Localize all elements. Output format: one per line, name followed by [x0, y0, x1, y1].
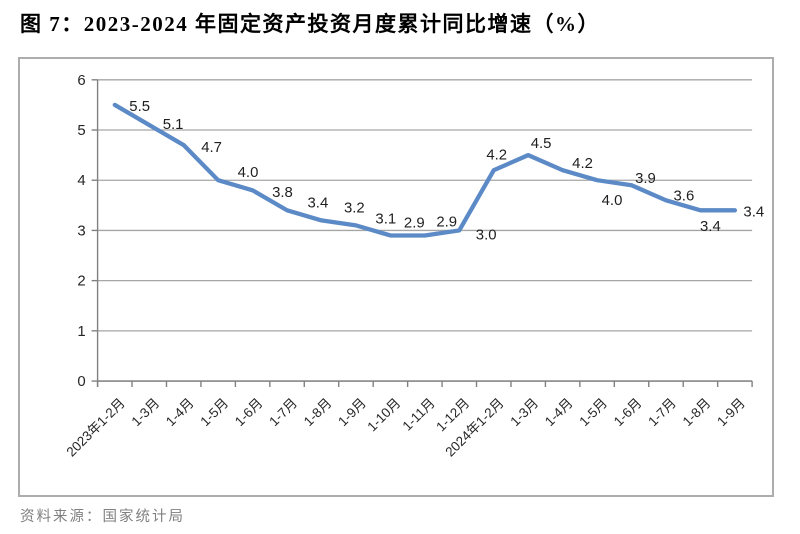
data-label: 3.0: [476, 227, 497, 243]
data-label: 2.9: [436, 215, 457, 231]
data-label: 2.9: [404, 216, 425, 232]
data-label: 3.6: [674, 188, 695, 204]
data-label: 3.4: [308, 195, 329, 211]
data-label: 4.0: [238, 165, 259, 181]
data-label: 3.2: [344, 200, 365, 216]
y-tick-label: 1: [77, 324, 85, 340]
data-label: 3.9: [635, 171, 656, 187]
x-category-label: 1-4月: [542, 395, 576, 429]
x-category-label: 1-5月: [197, 395, 231, 429]
data-label: 4.0: [602, 193, 623, 209]
x-category-label: 1-11月: [400, 395, 438, 433]
source-note: 资料来源：国家统计局: [20, 509, 185, 525]
x-category-label: 2023年1-2月: [63, 395, 127, 459]
y-tick-label: 4: [77, 173, 85, 189]
x-category-label: 1-10月: [364, 395, 403, 434]
data-label: 4.2: [572, 156, 593, 172]
series-line: [112, 102, 738, 238]
data-label: 4.7: [201, 140, 222, 156]
data-label: 5.1: [163, 117, 184, 133]
page-title: 图 7：2023-2024 年固定资产投资月度累计同比增速（%）: [20, 12, 600, 36]
y-tick-label: 0: [77, 374, 85, 390]
y-tick-label: 3: [77, 223, 85, 239]
x-category-label: 1-5月: [576, 395, 610, 429]
y-tick-label: 2: [77, 274, 85, 290]
line-chart: 5.5 5.1 4.7 4.0 3.8 3.4 3.2 3.1 2.9 2.9 3.0 4.2 4.5 4…: [63, 73, 764, 460]
data-label: 4.2: [486, 147, 507, 163]
data-label: 3.4: [743, 204, 764, 220]
x-category-label: 1-7月: [645, 395, 679, 429]
data-label: 3.4: [700, 219, 721, 235]
y-tick-label: 5: [77, 123, 85, 139]
x-category-label: 1-6月: [232, 395, 266, 429]
y-tick-label: 6: [77, 73, 85, 89]
data-label: 5.5: [129, 99, 150, 115]
x-category-label: 1-7月: [266, 395, 300, 429]
x-category-label: 1-8月: [680, 395, 714, 429]
x-category-label: 1-3月: [507, 395, 541, 429]
data-label: 4.5: [531, 136, 552, 152]
data-label: 3.8: [272, 185, 293, 201]
data-label: 3.1: [375, 211, 396, 227]
x-category-label: 1-8月: [301, 395, 335, 429]
x-category-label: 1-3月: [128, 395, 162, 429]
x-category-label: 1-9月: [714, 395, 748, 429]
chart-area: 5.5 5.1 4.7 4.0 3.8 3.4 3.2 3.1 2.9 2.9 3.0 4.2 4.5 4…: [18, 57, 774, 497]
x-category-label: 1-4月: [163, 395, 197, 429]
x-category-label: 1-6月: [611, 395, 645, 429]
